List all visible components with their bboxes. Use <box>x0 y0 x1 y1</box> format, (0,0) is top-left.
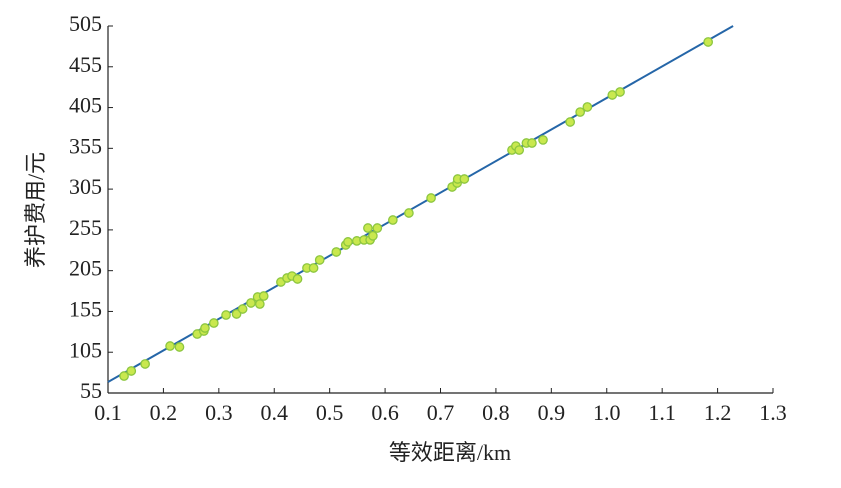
x-tick-label: 0.2 <box>150 400 178 425</box>
y-tick-label: 155 <box>69 296 102 321</box>
y-tick-label: 305 <box>69 174 102 199</box>
x-tick-label: 0.5 <box>316 400 344 425</box>
data-point <box>258 291 269 301</box>
data-point <box>308 263 319 273</box>
data-point <box>582 102 593 112</box>
data-point <box>174 342 185 352</box>
data-point <box>703 37 714 47</box>
x-tick-label: 0.1 <box>94 400 122 425</box>
data-point <box>165 341 175 351</box>
y-tick-label: 205 <box>69 256 102 281</box>
y-axis-title: 养护费用/元 <box>23 152 48 268</box>
x-tick-label: 0.8 <box>482 400 510 425</box>
x-tick-label: 1.3 <box>759 400 787 425</box>
data-point <box>363 223 373 233</box>
data-point <box>314 255 325 265</box>
data-point <box>119 371 129 381</box>
x-tick-label: 0.4 <box>261 400 289 425</box>
y-tick-label: 255 <box>69 215 102 240</box>
data-point <box>514 145 525 155</box>
x-tick-label: 1.0 <box>593 400 621 425</box>
y-tick-label: 55 <box>80 378 102 403</box>
x-tick-label: 0.7 <box>427 400 455 425</box>
x-tick-label: 1.2 <box>704 400 732 425</box>
data-point <box>372 223 383 233</box>
y-tick-label: 105 <box>69 337 102 362</box>
data-point <box>426 193 436 203</box>
data-point <box>140 359 150 369</box>
y-tick-label: 505 <box>69 11 102 36</box>
data-point <box>343 237 353 247</box>
y-tick-label: 405 <box>69 93 102 118</box>
y-tick-label: 355 <box>69 133 102 158</box>
data-point <box>615 87 625 97</box>
data-point <box>538 135 548 145</box>
data-point <box>459 174 470 184</box>
data-point <box>565 117 576 127</box>
data-point <box>292 274 303 284</box>
data-point <box>237 304 248 314</box>
data-point <box>231 309 242 319</box>
data-point <box>254 299 265 309</box>
x-tick-label: 0.3 <box>205 400 233 425</box>
data-point <box>575 107 586 117</box>
data-point <box>368 230 378 241</box>
x-axis-title: 等效距离/km <box>389 440 511 465</box>
y-tick-label: 455 <box>69 52 102 77</box>
data-point <box>331 247 342 257</box>
x-tick-label: 0.6 <box>371 400 399 425</box>
data-point <box>221 310 231 320</box>
x-tick-label: 1.1 <box>648 400 676 425</box>
data-point <box>208 318 219 328</box>
data-point <box>527 138 537 148</box>
x-tick-label: 0.9 <box>538 400 566 425</box>
data-point <box>387 215 398 225</box>
data-point <box>126 366 137 376</box>
data-point <box>404 208 414 218</box>
data-point <box>200 323 210 333</box>
